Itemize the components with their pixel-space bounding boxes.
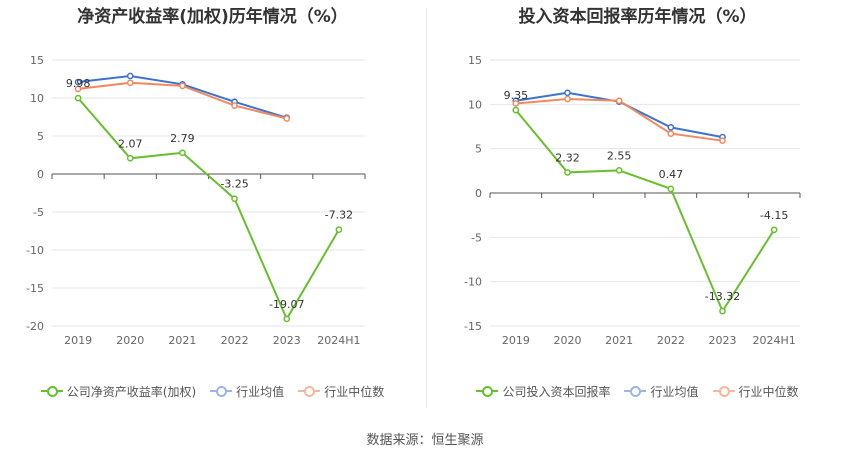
data-label: -7.32 bbox=[325, 209, 353, 222]
point-industry_median bbox=[512, 100, 520, 107]
x-tick-label: 2021 bbox=[605, 334, 633, 347]
data-label: 2.55 bbox=[607, 149, 632, 162]
y-tick-label: 15 bbox=[468, 54, 482, 67]
data-label: 2.79 bbox=[170, 132, 195, 145]
point-company bbox=[667, 185, 675, 193]
legend-swatch-avg bbox=[624, 385, 647, 397]
legend-swatch-company bbox=[40, 385, 63, 397]
y-tick-label: -5 bbox=[33, 206, 44, 219]
data-label: -19.07 bbox=[269, 298, 304, 311]
y-tick-label: -10 bbox=[464, 276, 482, 289]
y-tick-label: -15 bbox=[464, 320, 482, 333]
point-industry_median bbox=[283, 115, 291, 122]
panel-divider bbox=[426, 8, 427, 408]
y-tick-label: 0 bbox=[475, 187, 482, 200]
legend-item-industry-median[interactable]: 行业中位数 bbox=[298, 383, 384, 400]
point-industry_median bbox=[179, 82, 186, 90]
data-source-note: 数据来源：恒生聚源 bbox=[366, 433, 484, 448]
point-company bbox=[512, 106, 520, 114]
point-company bbox=[335, 226, 343, 233]
data-label: -13.32 bbox=[705, 290, 740, 303]
legend-label: 行业中位数 bbox=[738, 384, 799, 399]
roe-chart-title: 净资产收益率(加权)历年情况（%） bbox=[77, 7, 348, 27]
y-tick-label: -10 bbox=[26, 244, 44, 257]
x-tick-label: 2024H1 bbox=[317, 334, 360, 347]
y-tick-label: 5 bbox=[37, 130, 44, 143]
point-industry_avg bbox=[667, 124, 675, 131]
x-tick-label: 2020 bbox=[554, 334, 582, 347]
legend-label: 公司投入资本回报率 bbox=[502, 384, 611, 399]
legend-swatch-avg bbox=[210, 385, 233, 397]
y-tick-label: -15 bbox=[26, 282, 44, 295]
y-tick-label: 10 bbox=[468, 98, 482, 111]
point-industry_median bbox=[126, 79, 134, 87]
y-tick-label: -5 bbox=[471, 231, 482, 244]
point-industry_avg bbox=[564, 89, 571, 97]
point-industry_avg bbox=[126, 72, 134, 80]
data-label: 0.47 bbox=[659, 168, 684, 181]
point-industry_median bbox=[667, 130, 675, 137]
x-tick-label: 2019 bbox=[502, 334, 530, 347]
point-company bbox=[179, 149, 186, 157]
legend-label: 行业均值 bbox=[650, 384, 699, 399]
legend-label: 行业中位数 bbox=[324, 384, 385, 399]
x-tick-label: 2019 bbox=[64, 334, 92, 347]
point-company bbox=[74, 94, 82, 102]
point-company bbox=[615, 167, 623, 174]
legend-item-industry-median[interactable]: 行业中位数 bbox=[712, 383, 799, 400]
x-tick-label: 2022 bbox=[657, 334, 685, 347]
legend-swatch-median bbox=[712, 385, 735, 397]
point-industry_median bbox=[564, 95, 571, 103]
data-label: -4.15 bbox=[760, 209, 788, 222]
roe-chart-panel: 净资产收益率(加权)历年情况（%） 15 10 5 0 -5 -10 -15 -20 2019 2… bbox=[0, 0, 425, 410]
y-tick-label: 5 bbox=[475, 143, 482, 156]
roic-chart: 15 10 5 0 -5 -10 -15 2019 2020 2021 2022 2023 2024H1… bbox=[464, 54, 801, 347]
x-tick-label: 2021 bbox=[168, 334, 196, 347]
data-label: 9.98 bbox=[66, 77, 91, 90]
data-label: 2.07 bbox=[118, 137, 143, 150]
point-industry_median bbox=[615, 97, 623, 105]
point-company bbox=[283, 315, 291, 323]
y-tick-label: 15 bbox=[30, 54, 44, 67]
point-industry_median bbox=[74, 85, 82, 93]
data-label: -3.25 bbox=[220, 178, 248, 191]
legend-label: 行业均值 bbox=[236, 384, 285, 399]
y-tick-label: -20 bbox=[26, 320, 44, 333]
legend-item-company-roic[interactable]: 公司投入资本回报率 bbox=[476, 383, 610, 400]
point-industry_avg bbox=[74, 78, 82, 86]
data-label: 9.35 bbox=[504, 89, 528, 102]
series-line-industry_median bbox=[515, 98, 723, 142]
legend-swatch-company bbox=[476, 385, 499, 397]
data-label: 2.32 bbox=[555, 151, 580, 164]
roe-chart: 15 10 5 0 -5 -10 -15 -20 2019 2020 2021 2022 2023 202… bbox=[26, 54, 366, 347]
x-tick-label: 2024H1 bbox=[753, 334, 796, 347]
y-tick-label: 10 bbox=[30, 92, 44, 105]
point-company bbox=[770, 226, 778, 234]
roic-chart-panel: 投入资本回报率历年情况（%） 15 10 5 0 -5 -10 -15 2019 2020 202… bbox=[425, 0, 850, 410]
point-company bbox=[564, 169, 571, 176]
x-tick-label: 2023 bbox=[709, 334, 737, 347]
y-tick-label: 0 bbox=[37, 168, 44, 181]
legend-item-company-roe[interactable]: 公司净资产收益率(加权) bbox=[40, 383, 197, 400]
x-tick-label: 2022 bbox=[221, 334, 249, 347]
point-company bbox=[126, 154, 134, 162]
x-tick-label: 2020 bbox=[116, 334, 144, 347]
x-tick-label: 2023 bbox=[273, 334, 301, 347]
point-company bbox=[231, 195, 238, 203]
point-industry_median bbox=[719, 137, 726, 145]
roic-chart-title: 投入资本回报率历年情况（%） bbox=[518, 7, 757, 27]
roic-legend: 公司投入资本回报率 行业均值 行业中位数 bbox=[425, 381, 850, 401]
series-line-company bbox=[77, 97, 340, 322]
point-company bbox=[719, 307, 726, 315]
legend-label: 公司净资产收益率(加权) bbox=[66, 384, 197, 399]
series-line-company bbox=[515, 109, 776, 314]
legend-swatch-median bbox=[298, 385, 321, 397]
legend-item-industry-avg[interactable]: 行业均值 bbox=[210, 383, 284, 400]
point-industry_median bbox=[231, 102, 238, 109]
legend-item-industry-avg[interactable]: 行业均值 bbox=[624, 383, 699, 400]
roe-legend: 公司净资产收益率(加权) 行业均值 行业中位数 bbox=[0, 381, 425, 401]
